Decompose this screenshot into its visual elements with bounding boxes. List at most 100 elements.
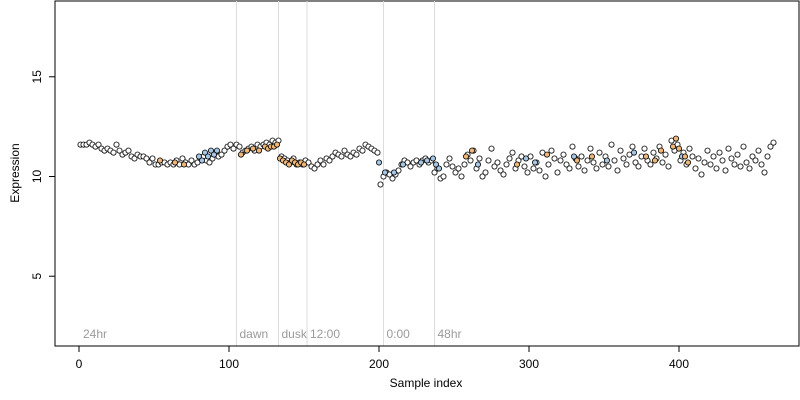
data-point xyxy=(713,165,720,172)
data-point xyxy=(390,169,397,176)
data-point xyxy=(497,167,504,174)
data-point xyxy=(617,147,624,154)
data-point xyxy=(770,139,777,146)
data-point xyxy=(300,161,307,168)
data-point xyxy=(755,147,762,154)
data-point xyxy=(575,163,582,170)
data-point xyxy=(620,155,627,162)
data-point xyxy=(230,145,237,152)
data-point xyxy=(317,157,324,164)
data-point xyxy=(563,161,570,168)
data-point xyxy=(179,155,186,162)
x-tick-label: 0 xyxy=(76,357,83,371)
data-point xyxy=(452,169,459,176)
data-point xyxy=(722,167,729,174)
data-point xyxy=(685,159,692,166)
data-point xyxy=(605,163,612,170)
data-point xyxy=(752,157,759,164)
x-tick-label: 200 xyxy=(369,357,389,371)
data-point xyxy=(604,157,611,164)
data-point xyxy=(641,145,648,152)
data-point xyxy=(237,151,244,158)
y-axis: 5 10 15 xyxy=(30,70,56,280)
data-point xyxy=(375,159,382,166)
data-point xyxy=(542,173,549,180)
data-point xyxy=(536,167,543,174)
data-point xyxy=(389,175,396,182)
data-point xyxy=(632,159,639,166)
vertical-lines: dawn dusk 12:00 0:00 48hr 24hr xyxy=(83,1,462,346)
data-point xyxy=(740,143,747,150)
x-tick-label: 300 xyxy=(519,357,539,371)
data-point xyxy=(338,153,345,160)
data-point xyxy=(695,155,702,162)
data-point xyxy=(608,141,615,148)
data-point xyxy=(399,161,406,168)
data-point xyxy=(377,181,384,188)
data-point xyxy=(574,157,581,164)
data-point xyxy=(749,153,756,160)
data-point xyxy=(578,153,585,160)
data-point xyxy=(326,157,333,164)
data-point xyxy=(417,159,424,166)
data-points xyxy=(77,135,777,188)
data-point xyxy=(764,153,771,160)
data-point xyxy=(116,147,123,154)
data-point xyxy=(440,173,447,180)
data-point xyxy=(596,149,603,156)
data-point xyxy=(353,151,360,158)
data-point xyxy=(429,155,436,162)
data-point xyxy=(431,169,438,176)
data-point xyxy=(188,157,195,164)
data-point xyxy=(488,145,495,152)
data-point xyxy=(243,147,250,154)
data-point xyxy=(476,155,483,162)
data-point xyxy=(201,149,208,156)
data-point xyxy=(210,151,217,158)
x-axis: 0 100 200 300 400 xyxy=(76,345,689,371)
data-point xyxy=(221,147,228,154)
data-point xyxy=(506,155,513,162)
data-point xyxy=(503,161,510,168)
vertical-line-label: 12:00 xyxy=(310,327,340,341)
data-point xyxy=(443,161,450,168)
data-point xyxy=(698,171,705,178)
data-point xyxy=(581,167,588,174)
data-point xyxy=(449,163,456,170)
data-point xyxy=(329,153,336,160)
data-point xyxy=(544,151,551,158)
data-point xyxy=(587,145,594,152)
data-point xyxy=(474,161,481,168)
data-point xyxy=(227,141,234,148)
x-axis-title: Sample index xyxy=(390,376,463,390)
data-point xyxy=(206,159,213,166)
data-point xyxy=(682,153,689,160)
data-point xyxy=(479,173,486,180)
data-point xyxy=(599,161,606,168)
data-point xyxy=(207,147,214,154)
data-point xyxy=(707,161,714,168)
plot-frame xyxy=(54,0,800,347)
x-tick-label: 400 xyxy=(669,357,689,371)
data-point xyxy=(110,149,117,156)
data-point xyxy=(143,155,150,162)
data-point xyxy=(548,147,555,154)
data-point xyxy=(491,163,498,170)
data-point xyxy=(701,159,708,166)
data-point xyxy=(710,153,717,160)
data-point xyxy=(737,163,744,170)
data-point xyxy=(589,153,596,160)
data-point xyxy=(446,155,453,162)
data-point xyxy=(758,161,765,168)
data-point xyxy=(485,157,492,164)
data-point xyxy=(554,169,561,176)
data-point xyxy=(692,165,699,172)
data-point xyxy=(635,163,642,170)
data-point xyxy=(236,143,243,150)
data-point xyxy=(95,141,102,148)
data-point xyxy=(647,161,654,168)
data-point xyxy=(532,159,539,166)
data-point xyxy=(249,145,256,152)
data-point xyxy=(273,141,280,148)
